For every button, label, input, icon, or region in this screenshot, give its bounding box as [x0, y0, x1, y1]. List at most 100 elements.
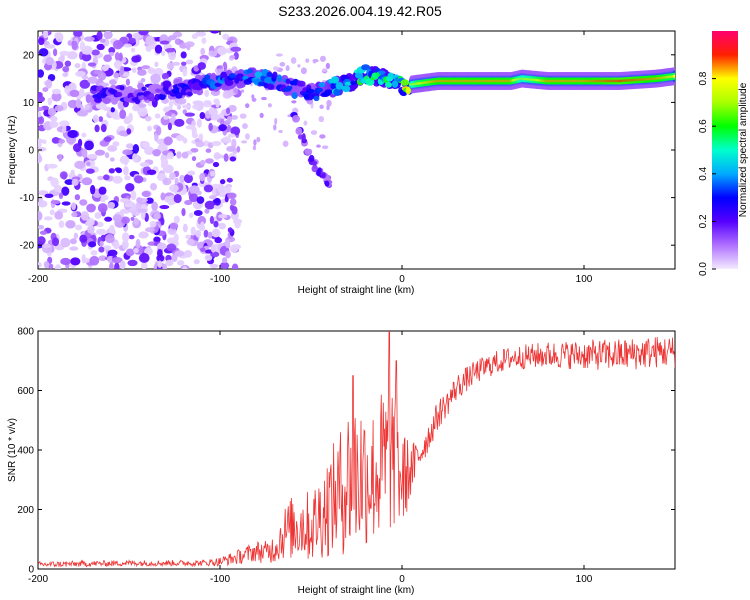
spectrogram-cell: [104, 216, 113, 222]
spectrogram-cell: [245, 103, 250, 109]
spectrogram-cell: [222, 33, 230, 40]
spectrogram-cell: [296, 80, 306, 87]
spectrogram-cell: [48, 263, 54, 269]
spectrogram-cell: [318, 82, 326, 88]
spectrogram-cell: [173, 215, 180, 224]
spectrogram-cell: [146, 169, 157, 175]
spectrogram-cell: [142, 141, 150, 149]
spectrogram-cell: [125, 248, 135, 257]
spectrogram-cell: [204, 74, 211, 81]
spectrogram-x-label: Height of straight line (km): [298, 285, 415, 296]
spectrogram-cell: [112, 39, 123, 50]
spectrogram-cell: [192, 100, 204, 106]
spectrogram-cell: [177, 97, 187, 105]
spectrogram-cell: [58, 138, 66, 144]
spectrogram-cell: [103, 136, 112, 142]
spectrogram-cell: [112, 175, 123, 184]
spectrogram-cell: [165, 48, 176, 53]
spectrogram-cell: [38, 224, 45, 230]
spectrogram-cell: [211, 187, 216, 197]
spectrogram-cell: [226, 115, 233, 123]
spectrogram-cell: [208, 106, 216, 116]
spectrogram-cell: [69, 89, 80, 98]
spectrogram-cell: [246, 68, 254, 74]
spectrogram-cell: [208, 122, 213, 132]
spectrogram-cell: [100, 196, 106, 203]
spectrogram-cell: [184, 112, 195, 117]
spectrogram-cell: [212, 161, 220, 168]
spectrogram-cell: [45, 44, 56, 49]
spectrogram-cell: [147, 125, 152, 132]
chart-title: S233.2026.004.19.42.R05: [278, 3, 442, 19]
spectrogram-cell: [219, 261, 230, 269]
spectrogram-cell: [321, 145, 329, 150]
spectrogram-cell: [113, 241, 120, 250]
spectrogram-cell: [151, 201, 158, 211]
spectrogram-cell: [84, 104, 91, 111]
spectrogram-cell: [230, 126, 241, 136]
spectrogram-cell: [185, 125, 196, 130]
spectrogram-cell: [138, 31, 149, 36]
spectrogram-cell: [191, 120, 196, 127]
spectrogram-cell: [165, 259, 174, 267]
spectrogram-cell: [180, 51, 187, 59]
spectrogram-cell: [212, 229, 220, 238]
spectrogram-cell: [278, 129, 283, 134]
spectrogram-cell: [204, 89, 210, 98]
spectrogram-cell: [272, 71, 278, 79]
spectrogram-cell: [62, 72, 69, 78]
spectrogram-cell: [153, 236, 161, 243]
spectrogram-cell: [97, 203, 108, 213]
spectrogram-cell: [98, 116, 104, 122]
spectrogram-cell: [112, 141, 120, 147]
spectrogram-cell: [91, 49, 100, 56]
spectrogram-cell: [182, 265, 188, 269]
spectrogram-cell: [136, 208, 148, 213]
spectrogram-cell: [119, 85, 125, 91]
spectrogram-cell: [285, 65, 290, 72]
y-tick-label: -10: [20, 193, 35, 204]
spectrogram-cell: [272, 66, 279, 71]
spectrogram-cell: [227, 192, 237, 199]
y-tick-label: 600: [17, 386, 34, 397]
spectrogram-cell: [174, 118, 185, 127]
spectrogram-cell: [132, 104, 140, 112]
spectrogram-cell: [62, 66, 70, 73]
spectrogram-cell: [144, 146, 154, 156]
spectrogram-cell: [231, 138, 237, 149]
spectrogram-cell: [179, 174, 185, 184]
spectrogram-cell: [310, 130, 318, 135]
spectrogram-cell: [38, 138, 44, 144]
spectrogram-cell: [89, 255, 100, 266]
spectrogram-cell: [103, 31, 113, 40]
snr-y-label: SNR (10 * v/v): [7, 418, 18, 482]
spectrogram-cell: [199, 159, 206, 166]
spectrogram-cell: [38, 115, 45, 125]
spectrogram-cell: [108, 224, 115, 235]
spectrogram-cell: [130, 190, 137, 201]
spectrogram-cell: [200, 47, 206, 56]
spectrogram-cell: [47, 97, 52, 106]
spectrogram-cell: [54, 105, 64, 112]
spectrogram-cell: [43, 216, 53, 221]
spectrogram-cell: [344, 81, 352, 86]
spectrogram-cell: [118, 130, 128, 137]
spectrogram-cell: [75, 71, 86, 77]
spectrogram-cell: [183, 250, 193, 258]
spectrogram-cell: [326, 105, 330, 111]
spectrogram-cell: [181, 208, 186, 217]
spectrogram-cell: [156, 242, 167, 250]
spectrogram-cell: [297, 64, 301, 68]
spectrogram-cell: [70, 169, 75, 177]
spectrogram-cell: [104, 233, 115, 244]
spectrogram-cell: [209, 263, 219, 269]
spectrogram-cell: [103, 54, 112, 63]
spectrogram-cell: [230, 46, 242, 52]
spectrogram-cell: [330, 82, 338, 90]
spectrogram-cell: [103, 106, 112, 111]
spectrogram-cell: [47, 107, 57, 117]
spectrogram-cell: [213, 98, 219, 104]
spectrogram-cell: [159, 205, 170, 210]
spectrogram-cell: [98, 255, 107, 262]
spectrogram-cell: [58, 120, 70, 127]
